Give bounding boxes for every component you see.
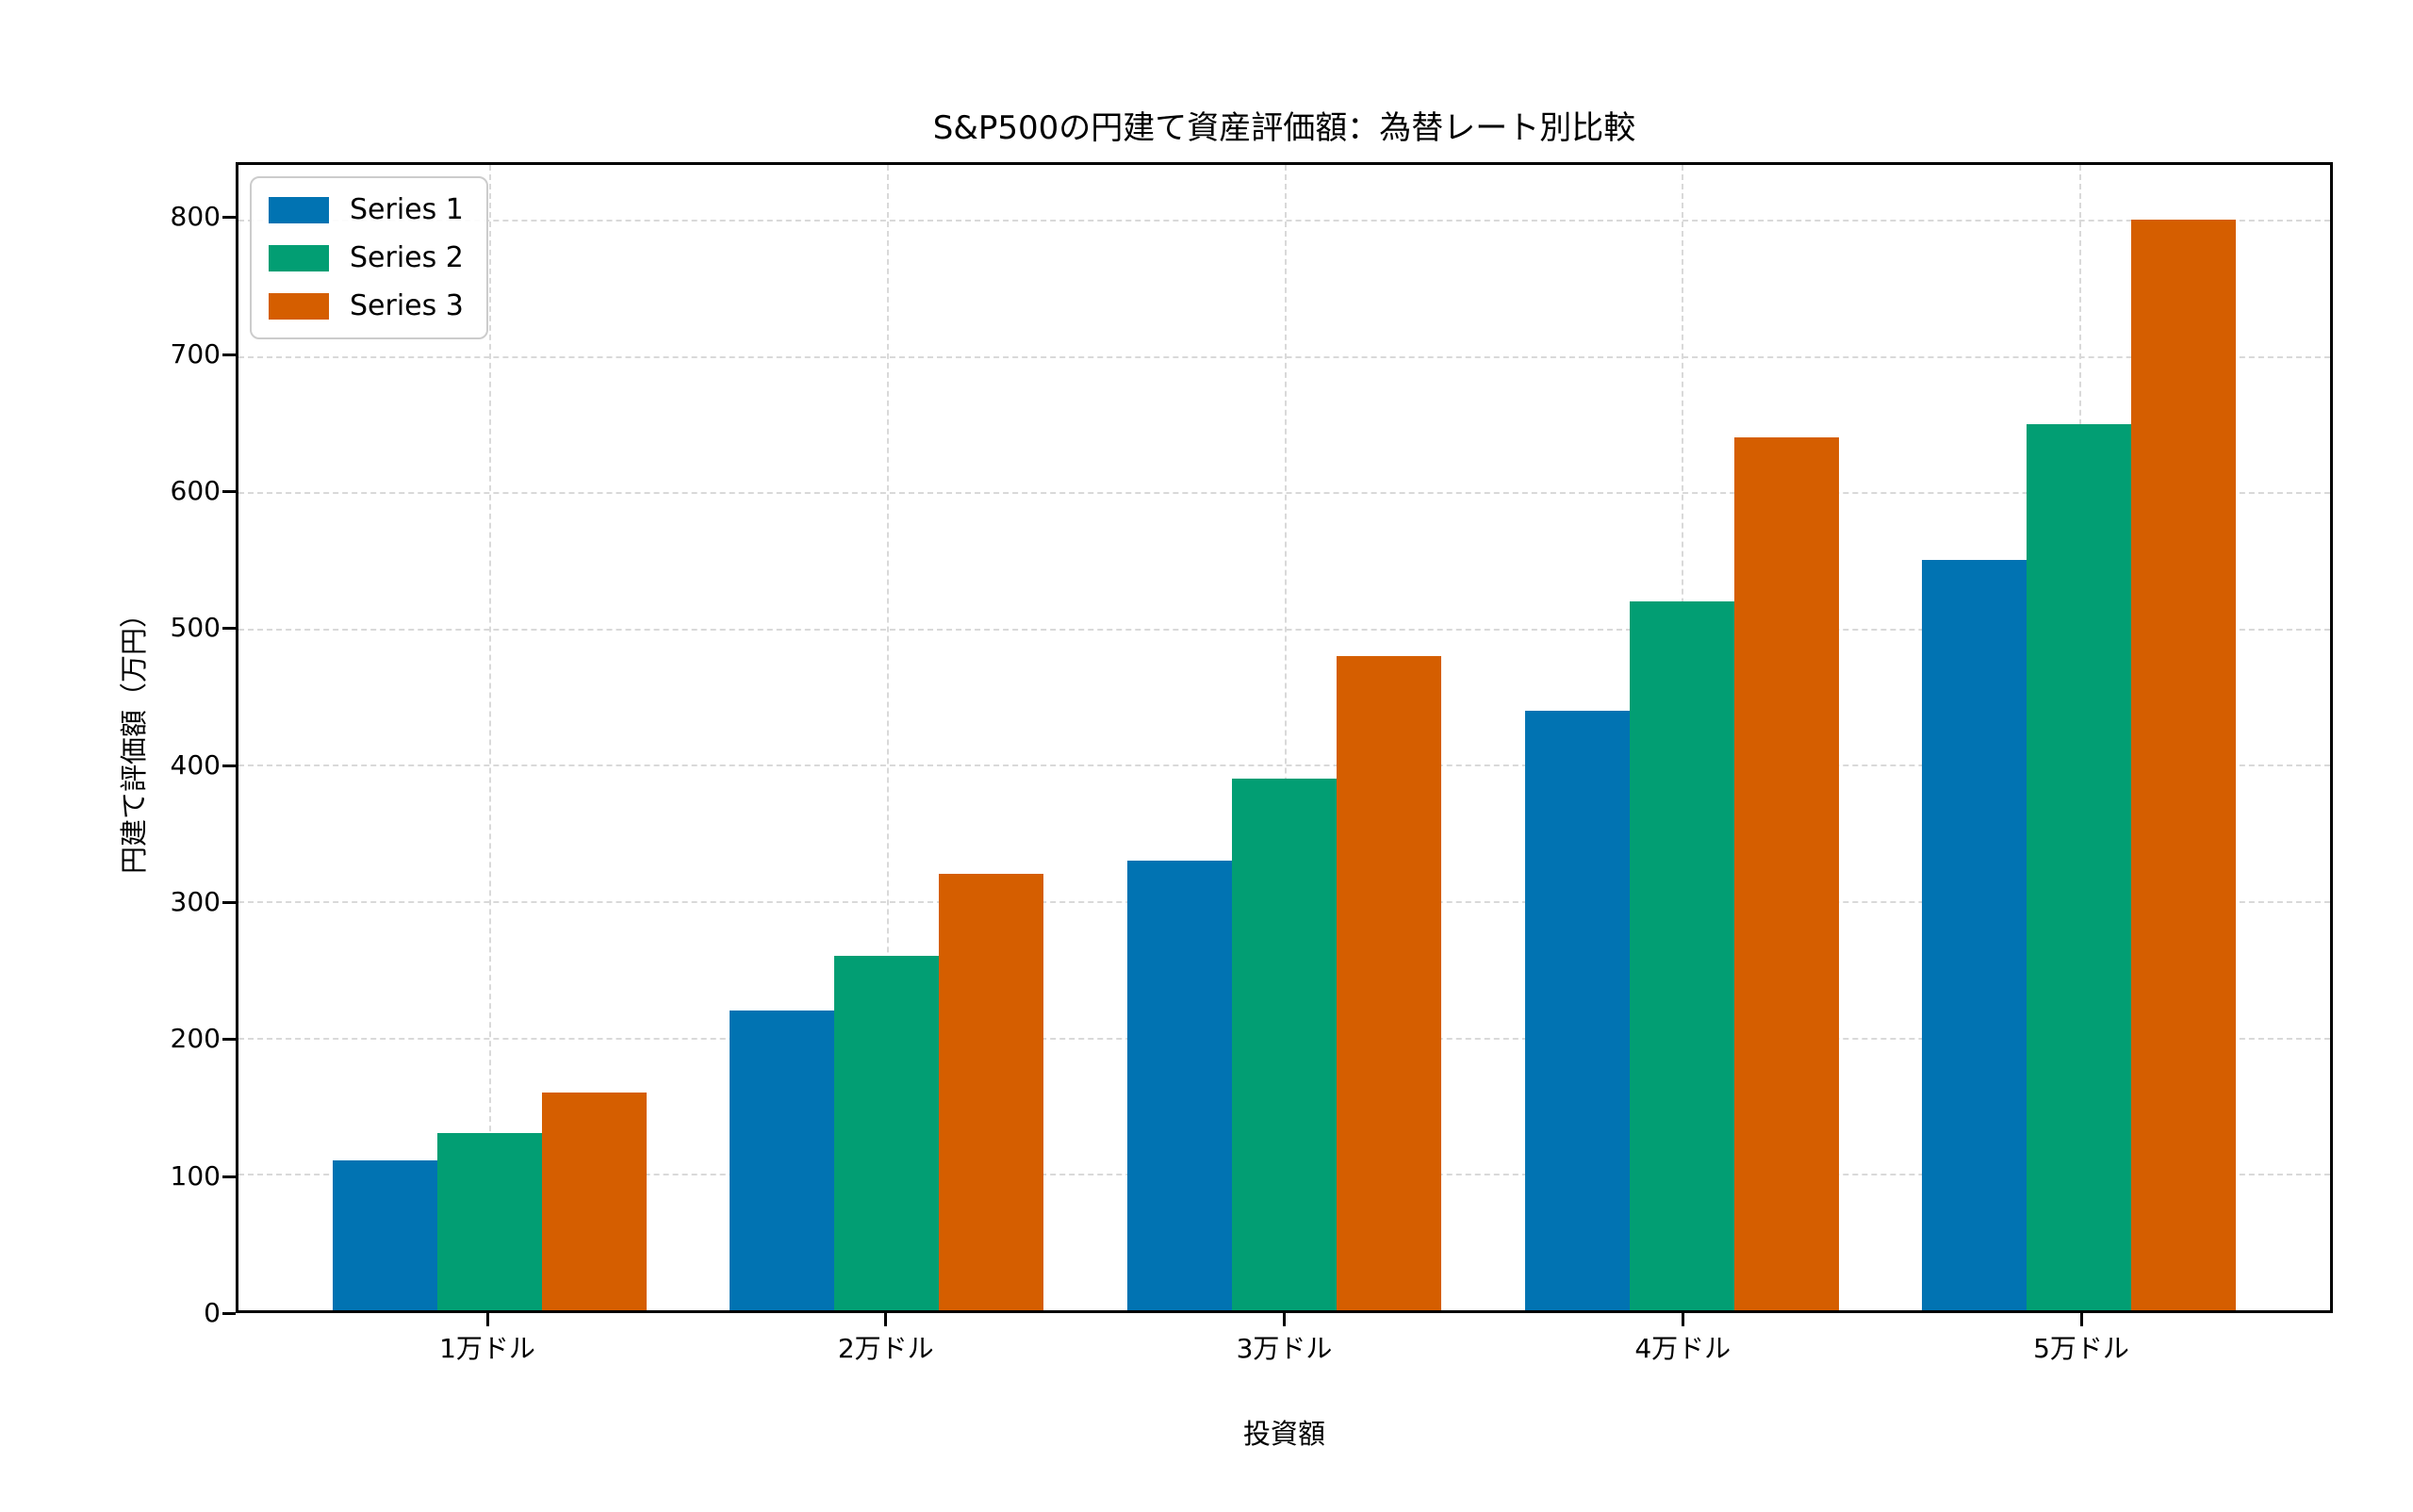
y-tick-mark-400 xyxy=(222,764,236,767)
gridline-x-2 xyxy=(886,165,889,1310)
y-tick-mark-0 xyxy=(222,1312,236,1315)
x-tick-mark-2 xyxy=(884,1313,888,1326)
y-tick-mark-500 xyxy=(222,627,236,631)
x-tick-label-1: 1万ドル xyxy=(439,1333,535,1364)
legend-label-series-2: Series 2 xyxy=(350,241,464,274)
y-tick-label-100: 100 xyxy=(170,1159,221,1192)
plot-area: Series 1 Series 2 Series 3 xyxy=(236,162,2333,1313)
legend-swatch-series-2-icon xyxy=(269,244,329,271)
y-tick-label-200: 200 xyxy=(170,1023,221,1055)
bar-series-2-cat-5 xyxy=(2027,423,2132,1310)
legend-item-series-3: Series 3 xyxy=(269,289,464,322)
x-tick-mark-4 xyxy=(1681,1313,1684,1326)
y-tick-mark-800 xyxy=(222,216,236,220)
y-tick-label-300: 300 xyxy=(170,885,221,917)
legend-label-series-3: Series 3 xyxy=(350,289,464,322)
x-tick-label-5: 5万ドル xyxy=(2033,1333,2129,1364)
x-tick-mark-1 xyxy=(485,1313,489,1326)
gridline-x-3 xyxy=(1284,165,1287,1310)
y-tick-mark-700 xyxy=(222,353,236,356)
bar-series-1-cat-2 xyxy=(730,1010,835,1310)
y-tick-label-800: 800 xyxy=(170,201,221,233)
y-tick-label-700: 700 xyxy=(170,337,221,370)
x-tick-label-2: 2万ドル xyxy=(837,1333,934,1364)
y-tick-mark-100 xyxy=(222,1175,236,1178)
bar-series-1-cat-5 xyxy=(1922,560,2027,1310)
bar-series-3-cat-4 xyxy=(1733,437,1839,1310)
bar-series-1-cat-4 xyxy=(1524,710,1630,1310)
bar-series-3-cat-1 xyxy=(541,1092,647,1310)
legend-label-series-1: Series 1 xyxy=(350,193,464,226)
x-tick-mark-3 xyxy=(1283,1313,1286,1326)
y-tick-mark-300 xyxy=(222,900,236,904)
x-tick-label-4: 4万ドル xyxy=(1634,1333,1732,1364)
x-tick-label-3: 3万ドル xyxy=(1236,1333,1333,1364)
bar-series-2-cat-2 xyxy=(834,955,940,1310)
y-tick-mark-200 xyxy=(222,1038,236,1042)
chart-title: S&P500の円建て資産評価額：為替レート別比較 xyxy=(932,109,1636,147)
legend-swatch-series-3-icon xyxy=(269,292,329,320)
bar-series-1-cat-1 xyxy=(332,1159,437,1310)
y-tick-label-0: 0 xyxy=(204,1297,221,1328)
bar-series-2-cat-4 xyxy=(1629,600,1734,1310)
bar-series-2-cat-3 xyxy=(1232,778,1337,1310)
bar-series-3-cat-5 xyxy=(2131,219,2237,1310)
bar-series-2-cat-1 xyxy=(436,1132,542,1310)
y-tick-label-500: 500 xyxy=(170,612,221,644)
gridline-x-1 xyxy=(489,165,492,1310)
legend-swatch-series-1-icon xyxy=(269,196,329,223)
y-tick-mark-600 xyxy=(222,489,236,493)
bar-series-1-cat-3 xyxy=(1127,860,1232,1310)
y-tick-label-600: 600 xyxy=(170,474,221,506)
legend-item-series-2: Series 2 xyxy=(269,241,464,274)
bar-series-3-cat-2 xyxy=(939,874,1044,1310)
bar-series-3-cat-3 xyxy=(1336,655,1441,1310)
x-axis-label: 投資額 xyxy=(1242,1418,1325,1450)
y-tick-label-400: 400 xyxy=(170,748,221,781)
x-tick-mark-5 xyxy=(2079,1313,2083,1326)
legend: Series 1 Series 2 Series 3 xyxy=(250,176,488,339)
legend-item-series-1: Series 1 xyxy=(269,193,464,226)
